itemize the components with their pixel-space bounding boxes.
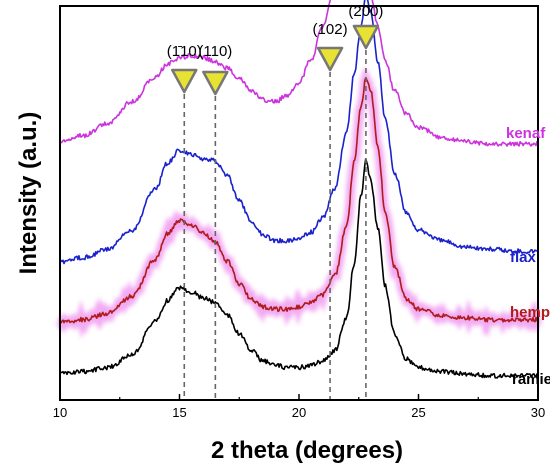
peak-label-3: (200) bbox=[348, 3, 383, 20]
series-layer bbox=[59, 0, 539, 379]
x-tick-label-10: 10 bbox=[53, 405, 67, 420]
x-tick-label-15: 15 bbox=[172, 405, 186, 420]
peak-label-0: (1̄10) bbox=[167, 43, 202, 60]
x-axis-title: 2 theta (degrees) bbox=[211, 437, 403, 464]
peak-marker-triangle-2 bbox=[316, 46, 344, 72]
label-layer: ramie hemp flax kenaf (1̄10)(110) (102)(200) bbox=[167, 3, 550, 388]
x-tick-label-30: 30 bbox=[531, 405, 545, 420]
reference-line-layer bbox=[183, 50, 367, 400]
series-line-hemp bbox=[59, 77, 539, 324]
peak-marker-triangle-3 bbox=[352, 24, 380, 50]
peak-marker-triangle-1 bbox=[202, 70, 229, 96]
series-halo-hemp bbox=[56, 66, 542, 340]
x-tick-label-20: 20 bbox=[292, 405, 306, 420]
peak-marker-triangle-0 bbox=[171, 68, 198, 94]
axes: 10 15 20 25 30 2 theta (degrees) Intensity (a.… bbox=[15, 5, 545, 464]
plot-frame bbox=[59, 5, 539, 401]
series-label-ramie: ramie bbox=[512, 371, 550, 388]
series-line-ramie bbox=[59, 158, 539, 379]
series-label-flax: flax bbox=[510, 249, 537, 266]
y-axis-title: Intensity (a.u.) bbox=[15, 112, 42, 275]
series-halo-layer bbox=[56, 66, 542, 340]
peak-label-2: (102) bbox=[313, 21, 348, 38]
x-tick-label-25: 25 bbox=[411, 405, 425, 420]
series-label-kenaf: kenaf bbox=[506, 125, 546, 142]
peak-label-1: (110) bbox=[198, 43, 232, 60]
series-label-hemp: hemp bbox=[510, 304, 550, 321]
series-line-flax bbox=[59, 0, 539, 265]
series-line-kenaf bbox=[59, 0, 539, 147]
